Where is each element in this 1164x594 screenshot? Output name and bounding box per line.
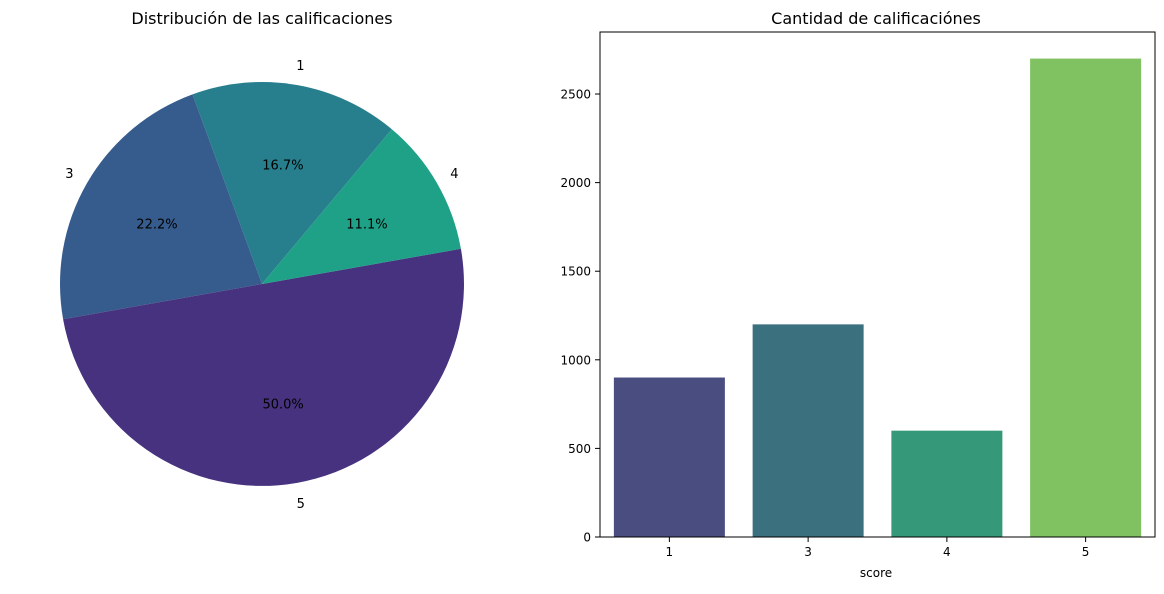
x-tick-label-5: 5 xyxy=(1082,545,1090,559)
x-tick-label-4: 4 xyxy=(943,545,951,559)
bar-chart-title: Cantidad de calificaciónes xyxy=(771,9,981,28)
y-tick-label-2500: 2500 xyxy=(560,88,591,102)
bar-chart: Cantidad de calificaciónes 0 500 1000 1500 2… xyxy=(560,9,1156,580)
pie-label-1: 1 xyxy=(296,59,304,74)
pie-slice-5 xyxy=(63,248,464,486)
pie-slice-3 xyxy=(60,94,262,320)
pie-slice-4 xyxy=(262,129,461,284)
y-tick-label-1500: 1500 xyxy=(560,265,591,279)
x-tick-label-3: 3 xyxy=(804,545,812,559)
pie-slices xyxy=(60,81,464,486)
bar-3 xyxy=(752,324,864,537)
pie-chart-title: Distribución de las calificaciones xyxy=(131,9,392,28)
bar-series xyxy=(613,58,1142,537)
pie-percent-label-5: 50.0% xyxy=(262,397,303,412)
pie-label-5: 5 xyxy=(297,497,305,512)
pie-label-4: 4 xyxy=(450,167,458,182)
bar-4 xyxy=(891,430,1003,537)
pie-percent-label-1: 16.7% xyxy=(262,159,303,174)
y-tick-label-2000: 2000 xyxy=(560,176,591,190)
pie-percent-label-3: 22.2% xyxy=(136,218,177,233)
pie-percent-label-4: 11.1% xyxy=(346,217,387,232)
bar-plot-frame xyxy=(599,31,1156,538)
bar-x-axis-label: score xyxy=(860,566,892,580)
pie-slice-1 xyxy=(192,81,392,284)
pie-label-3: 3 xyxy=(65,167,73,182)
bar-5 xyxy=(1030,58,1142,537)
bar-1 xyxy=(613,377,725,537)
x-tick-label-1: 1 xyxy=(666,545,674,559)
pie-chart: Distribución de las calificaciones 1 16.7… xyxy=(60,9,464,512)
y-tick-label-0: 0 xyxy=(583,531,591,545)
pie-labels: 1 16.7% 3 22.2% 5 50.0% 4 11.1% xyxy=(65,59,458,512)
y-tick-label-1000: 1000 xyxy=(560,353,591,367)
y-tick-label-500: 500 xyxy=(568,442,591,456)
bar-axes: 0 500 1000 1500 2000 2500 1 3 4 5 xyxy=(560,31,1156,559)
